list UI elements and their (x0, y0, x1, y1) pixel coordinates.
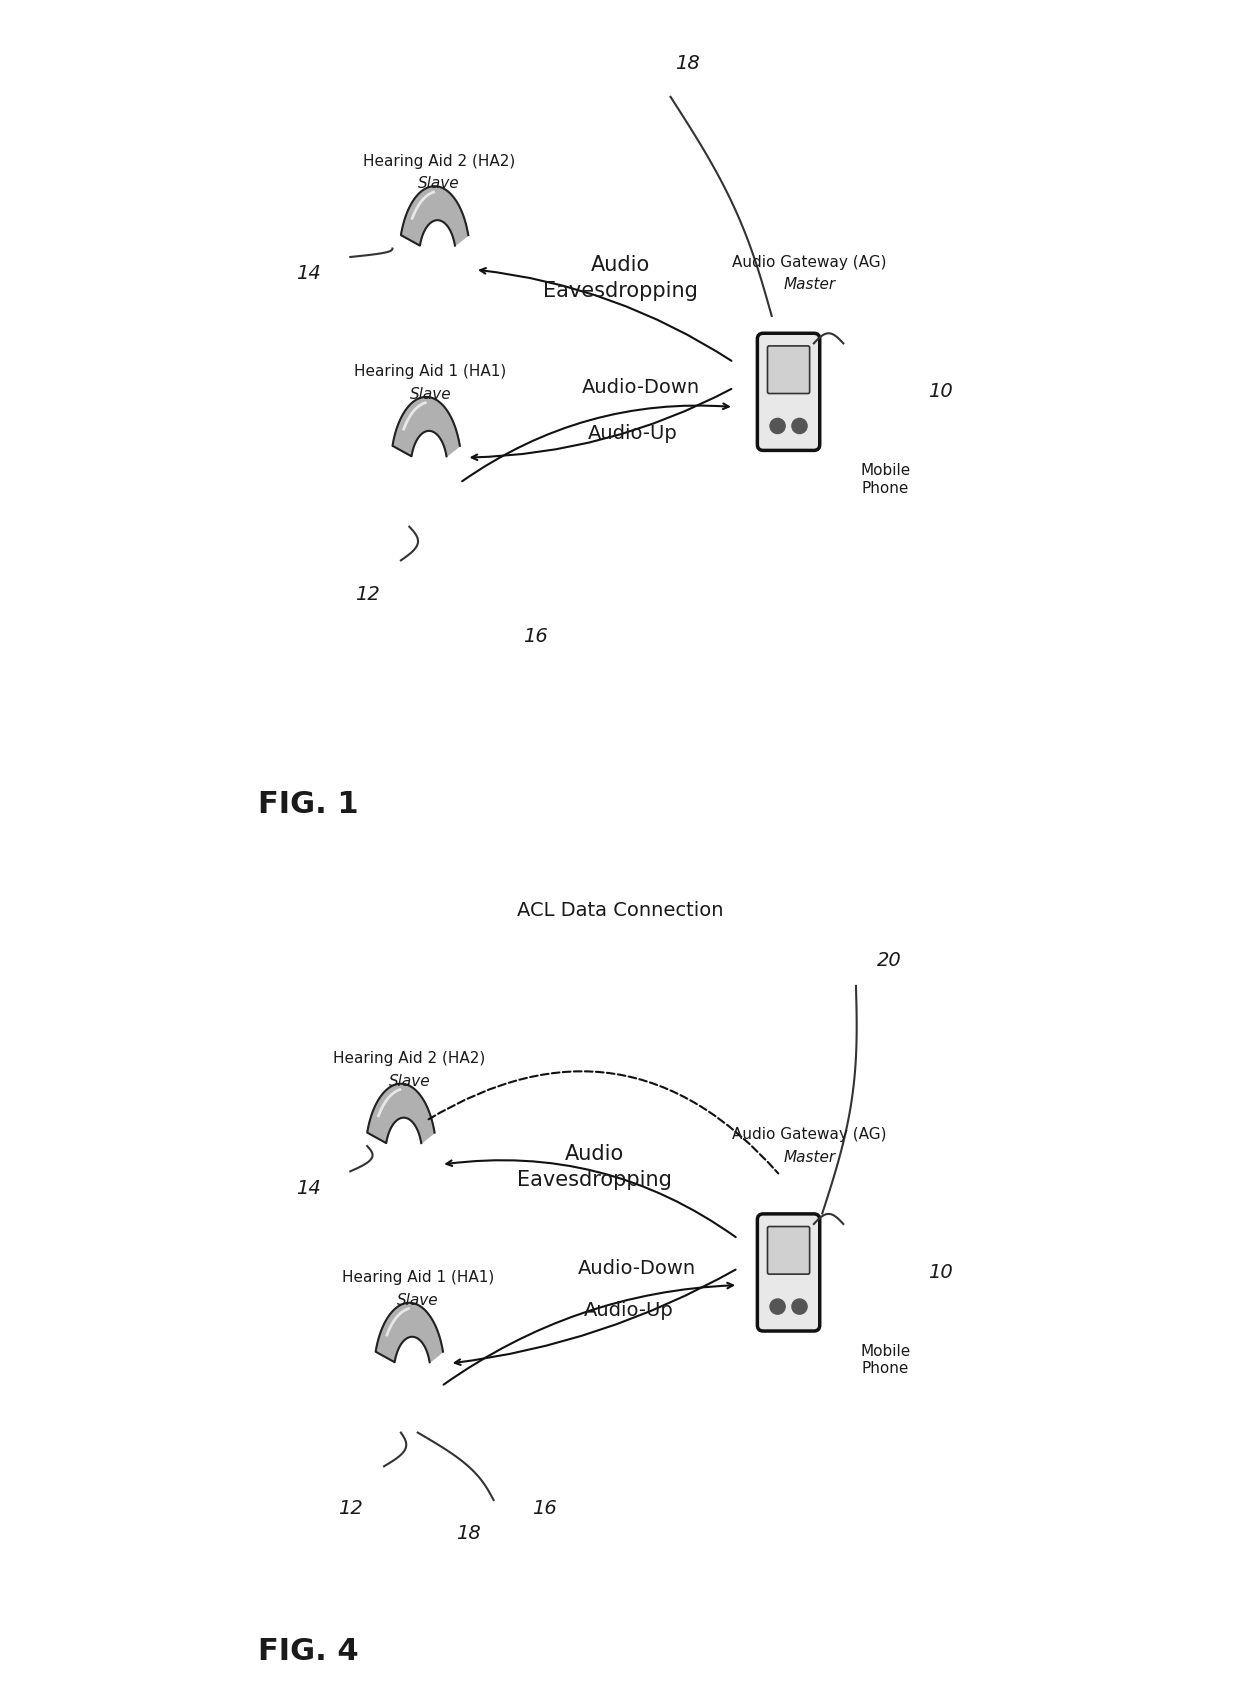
Text: Mobile
Phone: Mobile Phone (861, 1345, 910, 1377)
Text: Eavesdropping: Eavesdropping (543, 280, 697, 301)
Text: Master: Master (784, 1150, 836, 1165)
Text: Hearing Aid 1 (HA1): Hearing Aid 1 (HA1) (355, 363, 506, 379)
Text: 18: 18 (456, 1525, 481, 1543)
Text: Slave: Slave (397, 1292, 439, 1307)
Text: 14: 14 (296, 265, 321, 284)
Text: Audio-Up: Audio-Up (588, 424, 677, 443)
Polygon shape (376, 1302, 443, 1362)
Text: Eavesdropping: Eavesdropping (517, 1170, 672, 1190)
Text: 10: 10 (928, 382, 952, 401)
Text: FIG. 1: FIG. 1 (258, 790, 358, 818)
Text: 12: 12 (355, 584, 379, 603)
Text: Audio-Down: Audio-Down (582, 379, 701, 397)
Polygon shape (393, 397, 460, 457)
Text: Audio Gateway (AG): Audio Gateway (AG) (733, 255, 887, 270)
Polygon shape (401, 187, 469, 246)
Text: 20: 20 (878, 951, 901, 970)
Circle shape (792, 1299, 807, 1314)
Text: Mobile
Phone: Mobile Phone (861, 464, 910, 496)
Text: 18: 18 (675, 54, 699, 73)
Text: Hearing Aid 2 (HA2): Hearing Aid 2 (HA2) (334, 1051, 485, 1066)
Text: 16: 16 (532, 1499, 557, 1518)
Text: Hearing Aid 1 (HA1): Hearing Aid 1 (HA1) (341, 1270, 494, 1285)
Text: Hearing Aid 2 (HA2): Hearing Aid 2 (HA2) (362, 153, 515, 168)
Text: Audio-Down: Audio-Down (578, 1258, 696, 1277)
Text: Slave: Slave (409, 387, 451, 402)
Polygon shape (367, 1083, 434, 1143)
Text: 10: 10 (928, 1263, 952, 1282)
Text: Slave: Slave (418, 177, 460, 192)
Text: Audio: Audio (590, 255, 650, 275)
Text: Slave: Slave (388, 1073, 430, 1088)
Text: 12: 12 (339, 1499, 362, 1518)
Text: Audio Gateway (AG): Audio Gateway (AG) (733, 1127, 887, 1141)
FancyBboxPatch shape (758, 333, 820, 450)
Text: Master: Master (784, 277, 836, 292)
FancyBboxPatch shape (768, 1226, 810, 1274)
Circle shape (770, 418, 785, 433)
Circle shape (792, 418, 807, 433)
Circle shape (770, 1299, 785, 1314)
Text: FIG. 4: FIG. 4 (258, 1637, 358, 1666)
Text: ACL Data Connection: ACL Data Connection (517, 900, 723, 920)
Text: Audio-Up: Audio-Up (584, 1301, 673, 1319)
Text: 14: 14 (296, 1178, 321, 1197)
Text: Audio: Audio (565, 1144, 625, 1165)
FancyBboxPatch shape (758, 1214, 820, 1331)
Text: 16: 16 (523, 627, 548, 645)
FancyBboxPatch shape (768, 346, 810, 394)
